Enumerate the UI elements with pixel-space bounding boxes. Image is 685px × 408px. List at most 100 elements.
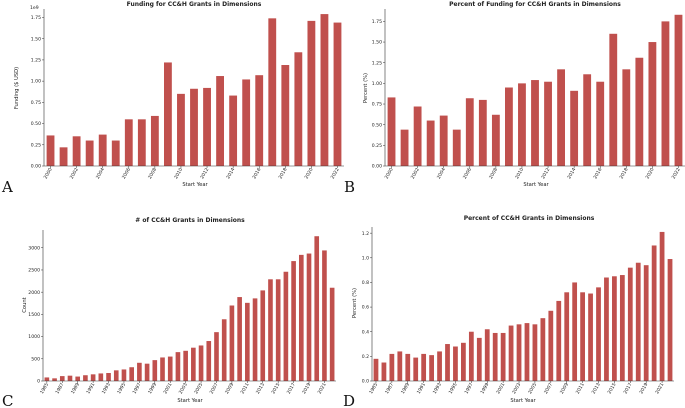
y-tick-label: 0.75 (372, 102, 382, 108)
bar-2013 (596, 287, 601, 381)
bar-1991 (90, 374, 96, 381)
bar-1995 (453, 346, 458, 381)
bar-1997 (468, 331, 474, 381)
x-tick-label: 2015 (270, 382, 281, 395)
bar-2014 (229, 95, 238, 166)
y-tick-label: 0.75 (31, 100, 41, 106)
bar-2010 (177, 93, 185, 166)
x-tick-label: 1995 (448, 382, 459, 395)
bar-2022 (667, 259, 673, 381)
bar-2017 (291, 261, 296, 381)
bar-1996 (129, 367, 134, 381)
x-tick-label: 2000 (43, 167, 54, 180)
bar-2021 (659, 231, 665, 381)
bar-2003 (516, 324, 522, 381)
bar-1990 (413, 357, 419, 381)
bar-1985 (44, 377, 50, 381)
y-axis-label: Count (22, 297, 28, 312)
y-tick-label: 1.25 (372, 60, 382, 66)
x-tick-label: 2001 (162, 382, 173, 395)
bar-2000 (160, 357, 165, 381)
x-tick-label: 1989 (400, 382, 411, 395)
x-tick-label: 2011 (575, 382, 586, 395)
bar-1989 (405, 353, 411, 381)
bar-2004 (439, 115, 448, 166)
bar-2009 (229, 305, 235, 381)
axis-exponent: 1e9 (30, 5, 39, 11)
bar-2022 (329, 287, 335, 381)
y-tick-label: 0.8 (362, 280, 369, 286)
y-tick-label: 0.0 (362, 379, 369, 385)
bar-1990 (83, 375, 88, 381)
y-axis-label: Funding ($ USD) (14, 67, 20, 109)
bar-2013 (216, 76, 224, 166)
x-tick-label: 1995 (116, 382, 127, 395)
bar-1993 (106, 373, 111, 381)
x-tick-label: 2008 (147, 167, 158, 180)
bar-2008 (491, 114, 500, 166)
chart-percent-grants: Percent of CC&H Grants in Dimensions Per… (343, 215, 674, 408)
y-tick-label: 0.50 (31, 121, 41, 127)
bar-2012 (544, 81, 552, 166)
x-tick-label: 2000 (384, 167, 395, 180)
bar-2015 (242, 79, 251, 166)
x-tick-label: 2002 (410, 167, 421, 180)
bar-1986 (381, 362, 387, 381)
bar-2001 (59, 147, 68, 166)
bar-1992 (429, 355, 434, 381)
bar-2009 (505, 87, 513, 166)
x-tick-label: 2004 (436, 167, 447, 180)
x-tick-label: 2018 (618, 167, 629, 180)
bar-1991 (421, 353, 427, 381)
y-tick-label: 1.0 (362, 255, 369, 261)
bar-2001 (167, 356, 173, 381)
bar-1996 (461, 342, 466, 381)
bar-2005 (452, 129, 461, 166)
x-tick-label: 2014 (566, 167, 577, 180)
x-tick-label: 2017 (622, 382, 633, 395)
bar-2003 (426, 120, 435, 166)
bar-2014 (570, 90, 579, 166)
x-tick-label: 2017 (286, 382, 297, 395)
bar-2007 (548, 310, 554, 381)
panel-label: A (1, 178, 13, 196)
x-tick-label: 2007 (543, 382, 554, 395)
bar-2008 (556, 300, 562, 381)
x-tick-label: 2005 (527, 382, 538, 395)
bar-1995 (121, 369, 127, 381)
bar-2016 (283, 271, 289, 381)
bar-2017 (268, 18, 277, 167)
bar-2008 (150, 115, 159, 166)
x-tick-label: 1997 (464, 382, 475, 395)
y-tick-label: 3000 (28, 245, 40, 251)
x-tick-label: 1985 (368, 382, 379, 395)
x-tick-label: 2005 (193, 382, 204, 395)
bar-1999 (484, 329, 490, 381)
y-tick-label: 1.25 (31, 58, 41, 64)
bar-1987 (59, 376, 65, 381)
bar-2021 (322, 250, 327, 381)
bar-1988 (397, 351, 403, 381)
x-tick-label: 2004 (95, 167, 106, 180)
x-tick-label: 1991 (416, 382, 427, 395)
chart-title: Funding for CC&H Grants in Dimensions (127, 1, 262, 8)
x-tick-label: 1997 (132, 382, 143, 395)
bar-2009 (564, 292, 570, 381)
x-tick-label: 1993 (432, 382, 443, 395)
x-tick-label: 2013 (591, 382, 602, 395)
x-tick-label: 1993 (101, 382, 112, 395)
x-tick-label: 1985 (39, 382, 50, 395)
panel-label: C (2, 392, 13, 408)
bar-2002 (175, 352, 181, 381)
y-tick-label: 1500 (28, 312, 40, 318)
bar-2002 (508, 325, 514, 381)
x-tick-label: 2007 (209, 382, 220, 395)
bar-2019 (643, 265, 649, 381)
y-tick-label: 2500 (28, 268, 40, 274)
x-tick-label: 1987 (384, 382, 395, 395)
bar-2004 (98, 134, 107, 166)
bar-2000 (492, 332, 498, 381)
y-tick-label: 0.50 (372, 122, 382, 128)
bar-2018 (281, 65, 290, 166)
